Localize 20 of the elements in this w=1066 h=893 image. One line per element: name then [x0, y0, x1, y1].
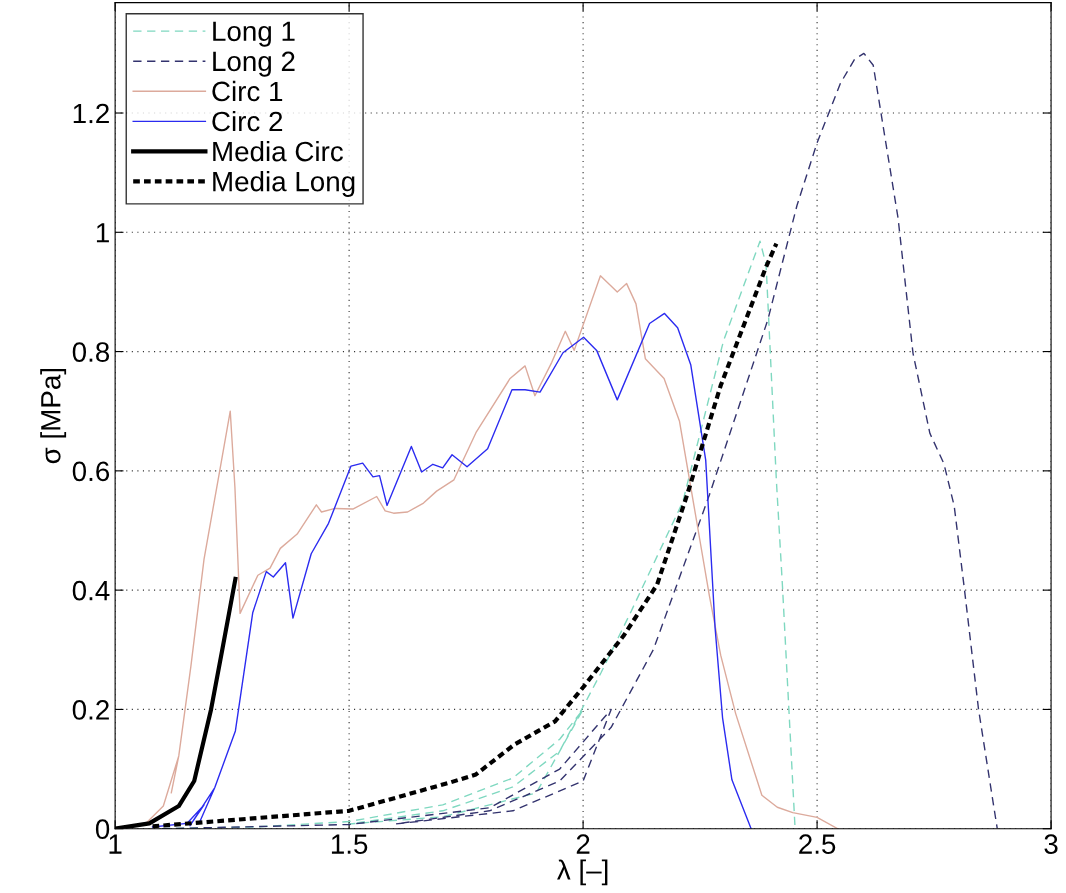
legend-label: Media Long — [213, 171, 355, 197]
y-tick-label: 0.2 — [72, 700, 109, 720]
legend-label: Media Circ — [213, 140, 343, 162]
x-axis-title: λ [–] — [557, 859, 608, 886]
legend-label: Long 1 — [213, 21, 295, 47]
y-tick-label: 0.4 — [72, 580, 110, 601]
y-tick-label: 0.8 — [72, 342, 110, 362]
y-tick-label: 0 — [95, 819, 110, 840]
legend-label: Circ 2 — [212, 110, 283, 132]
legend-label: Long 2 — [213, 51, 295, 77]
y-tick-label: 1.2 — [73, 103, 109, 124]
x-tick-label: 2.5 — [799, 834, 836, 854]
x-tick-label: 1.5 — [331, 834, 368, 854]
y-tick-label: 0.6 — [72, 461, 110, 482]
legend-label: Circ 1 — [212, 80, 283, 102]
x-tick-label: 2 — [576, 834, 590, 854]
line-series — [151, 312, 752, 829]
y-tick-label: 1 — [96, 223, 109, 243]
y-axis-title: σ [MPa] — [40, 368, 67, 464]
x-tick-label: 3 — [1044, 834, 1058, 854]
